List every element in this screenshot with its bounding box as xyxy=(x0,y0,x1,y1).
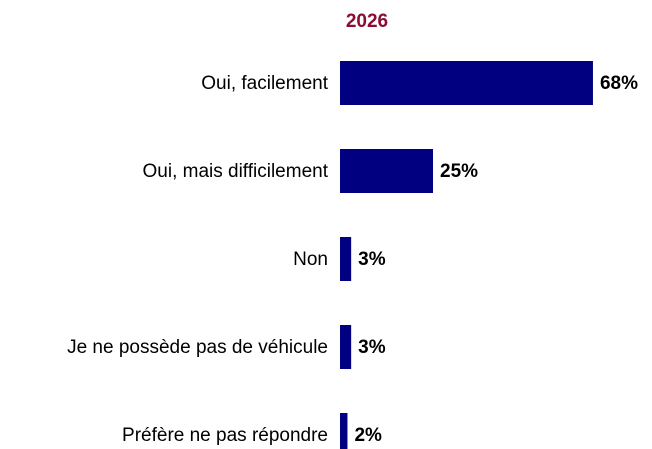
bar xyxy=(340,325,352,369)
value-label: 68% xyxy=(600,73,638,94)
value-label: 3% xyxy=(358,249,386,270)
value-label: 25% xyxy=(440,161,478,182)
category-label: Préfère ne pas répondre xyxy=(122,425,328,446)
bar xyxy=(340,61,593,105)
chart-title: 2026 xyxy=(346,11,388,32)
category-label: Je ne possède pas de véhicule xyxy=(67,337,328,358)
category-label: Oui, mais difficilement xyxy=(143,161,329,182)
value-label: 3% xyxy=(358,337,386,358)
bar xyxy=(340,237,352,281)
value-label: 2% xyxy=(354,425,382,446)
category-label: Oui, facilement xyxy=(201,73,328,94)
bar xyxy=(340,149,433,193)
category-label: Non xyxy=(293,249,328,270)
bar xyxy=(340,413,348,449)
